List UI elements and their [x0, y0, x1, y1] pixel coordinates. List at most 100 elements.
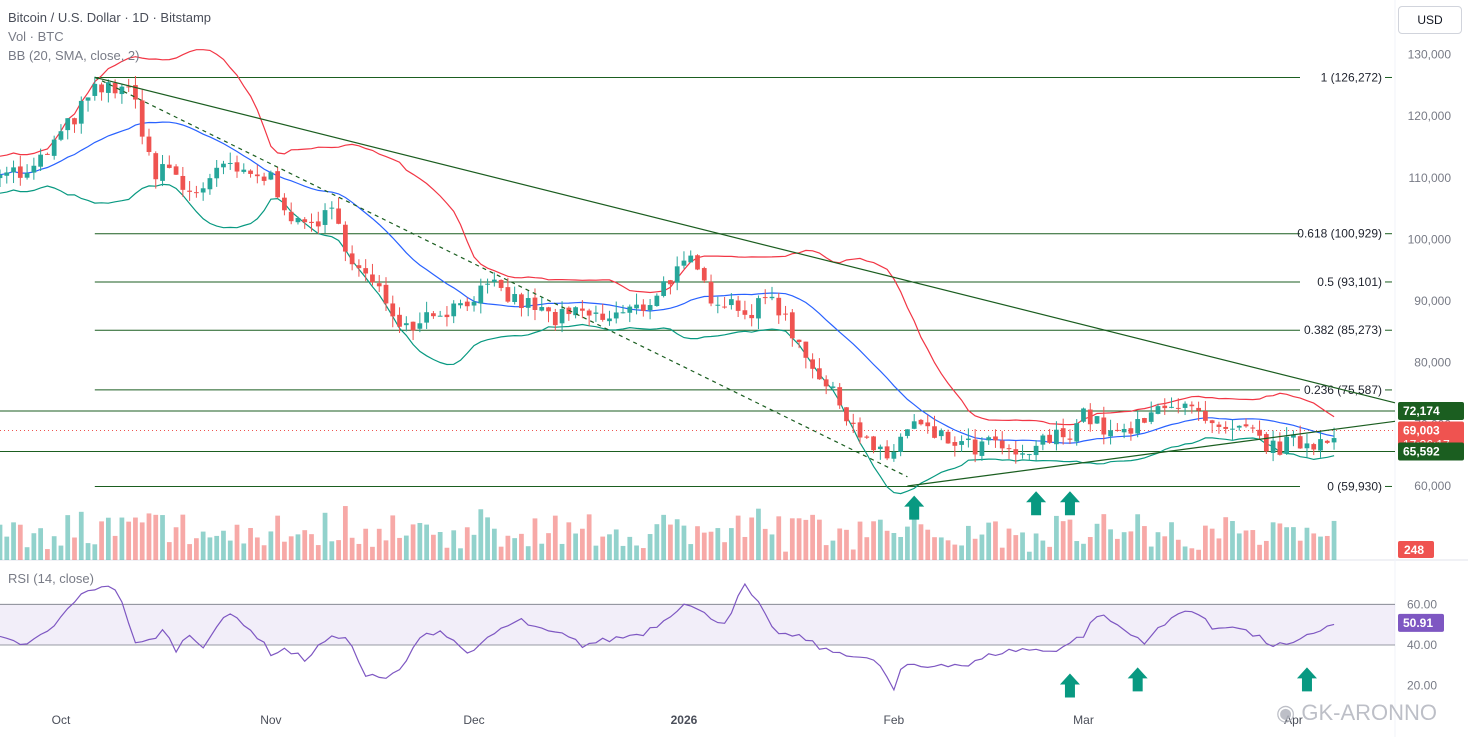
candle-body	[410, 321, 416, 331]
candle-body	[1304, 443, 1310, 449]
candle-body	[1128, 428, 1134, 434]
volume-bar	[1257, 544, 1262, 560]
candle-body	[871, 436, 876, 451]
volume-bar	[160, 515, 165, 560]
candle-body	[1189, 404, 1195, 407]
candle-body	[898, 436, 904, 452]
volume-bar	[1135, 514, 1141, 560]
volume-bar	[688, 544, 694, 560]
candle-body	[884, 446, 890, 459]
candle-body	[925, 422, 931, 427]
candle-body	[153, 153, 159, 180]
candle-body	[1155, 406, 1161, 414]
volume-bar	[1155, 532, 1161, 560]
volume-bar	[173, 527, 179, 560]
volume-bar	[261, 545, 267, 560]
volume-bar	[1020, 532, 1025, 560]
volume-bar	[607, 534, 612, 560]
candle-body	[1324, 440, 1330, 443]
up-arrow-marker-icon	[1059, 673, 1080, 698]
volume-bar	[1047, 546, 1053, 560]
candle-body	[24, 173, 30, 178]
level-price-badge	[1398, 442, 1464, 461]
volume-badge-text: 248	[1404, 543, 1424, 557]
volume-bar	[735, 515, 741, 560]
volume-bar	[539, 543, 545, 560]
candle-body	[1236, 425, 1242, 428]
candle-body	[613, 312, 619, 319]
candle-body	[559, 309, 565, 324]
candle-body	[444, 314, 450, 318]
price-tick-label: 60,000	[1414, 479, 1451, 493]
currency-button[interactable]: USD	[1398, 6, 1462, 34]
candle-body	[1040, 435, 1046, 445]
bollinger-basis	[0, 121, 1335, 444]
fib-level-label: 0 (59,930)	[1327, 479, 1382, 493]
candle-body	[363, 268, 369, 274]
candle-body	[214, 167, 220, 179]
candle-body	[17, 166, 23, 178]
candle-body	[1060, 428, 1066, 438]
candle-body	[512, 294, 518, 303]
volume-bar	[1250, 530, 1256, 560]
volume-bar	[194, 538, 199, 560]
rsi-value-badge	[1398, 613, 1444, 632]
time-axis-label: Nov	[260, 713, 281, 727]
price-badge-text: 72,174	[1403, 404, 1440, 418]
volume-bar	[315, 545, 321, 560]
volume-bar	[4, 536, 10, 560]
price-tick-label: 120,000	[1408, 109, 1452, 123]
volume-bar	[214, 535, 220, 560]
volume-bar	[925, 529, 931, 560]
volume-bar	[593, 545, 599, 560]
candle-body	[634, 304, 639, 309]
volume-bar	[1067, 519, 1073, 560]
volume-bar	[1236, 533, 1242, 560]
volume-bar	[45, 549, 50, 560]
volume-bar	[1263, 540, 1269, 560]
candle-body	[78, 100, 84, 124]
rsi-band-background	[0, 604, 1395, 645]
candle-body	[112, 82, 118, 94]
volume-bar	[180, 514, 186, 560]
volume-bar	[715, 528, 721, 560]
candle-body	[302, 219, 308, 223]
candle-body	[789, 312, 795, 339]
candle-body	[126, 86, 132, 88]
candle-body	[1277, 441, 1283, 455]
candle-body	[1162, 405, 1168, 409]
volume-bar	[600, 536, 606, 560]
candle-body	[485, 283, 490, 285]
candle-body	[674, 266, 680, 283]
volume-bar	[972, 538, 978, 560]
candle-body	[681, 260, 687, 266]
volume-bar	[783, 551, 788, 560]
candle-body	[11, 167, 16, 173]
candle-body	[424, 312, 429, 323]
candle-body	[491, 279, 497, 283]
candle-body	[349, 253, 355, 265]
candle-body	[1216, 424, 1222, 427]
volume-bar	[647, 534, 653, 560]
time-axis-label: Apr	[1284, 713, 1303, 727]
volume-bar	[999, 547, 1005, 560]
volume-bar	[126, 521, 132, 560]
price-tick-label: 130,000	[1408, 47, 1452, 61]
volume-bar	[275, 515, 281, 560]
volume-bar	[1311, 533, 1317, 560]
volume-bar	[241, 543, 247, 560]
volume-bar	[850, 549, 856, 560]
candle-body	[336, 208, 341, 224]
candle-body	[532, 297, 538, 310]
candle-body	[119, 86, 125, 95]
candle-body	[1054, 429, 1059, 445]
volume-bar	[471, 534, 477, 560]
volume-bar	[898, 536, 904, 560]
volume-bar	[519, 533, 524, 560]
volume-bar	[309, 534, 314, 560]
candle-body	[38, 154, 44, 167]
volume-bar	[146, 513, 152, 560]
candle-body	[498, 279, 504, 288]
candle-body	[1182, 403, 1188, 408]
